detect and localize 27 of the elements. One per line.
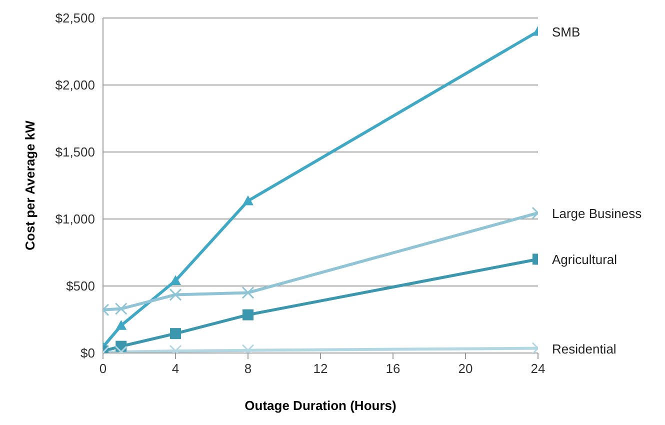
x-tick-label: 24 <box>530 361 546 376</box>
x-tick-label: 12 <box>313 361 328 376</box>
y-axis-title: Cost per Average kW <box>22 120 38 250</box>
point <box>242 309 254 320</box>
series-label: Agricultural <box>552 252 618 268</box>
y-tick-label: $0 <box>80 346 95 361</box>
y-tick-label: $2,500 <box>55 10 95 26</box>
x-tick-label: 4 <box>172 361 180 376</box>
series-label: Large Business <box>552 206 642 221</box>
point <box>170 328 181 340</box>
y-tick-label: $1,500 <box>55 144 95 160</box>
point <box>170 275 181 286</box>
point <box>116 320 127 330</box>
x-tick-label: 8 <box>244 361 252 376</box>
point <box>242 195 254 206</box>
x-tick-label: 20 <box>458 361 473 376</box>
x-tick-label: 16 <box>386 361 400 376</box>
point <box>114 302 128 316</box>
y-tick-label: $1,000 <box>55 212 95 227</box>
x-axis-title: Outage Duration (Hours) <box>244 398 396 413</box>
x-tick-label: 0 <box>99 361 107 376</box>
y-tick-label: $500 <box>66 278 95 294</box>
y-tick-label: $2,000 <box>55 78 95 93</box>
series-label: Residential <box>552 341 616 356</box>
point <box>242 286 254 299</box>
point <box>169 288 182 301</box>
series-label: SMB <box>552 24 580 40</box>
